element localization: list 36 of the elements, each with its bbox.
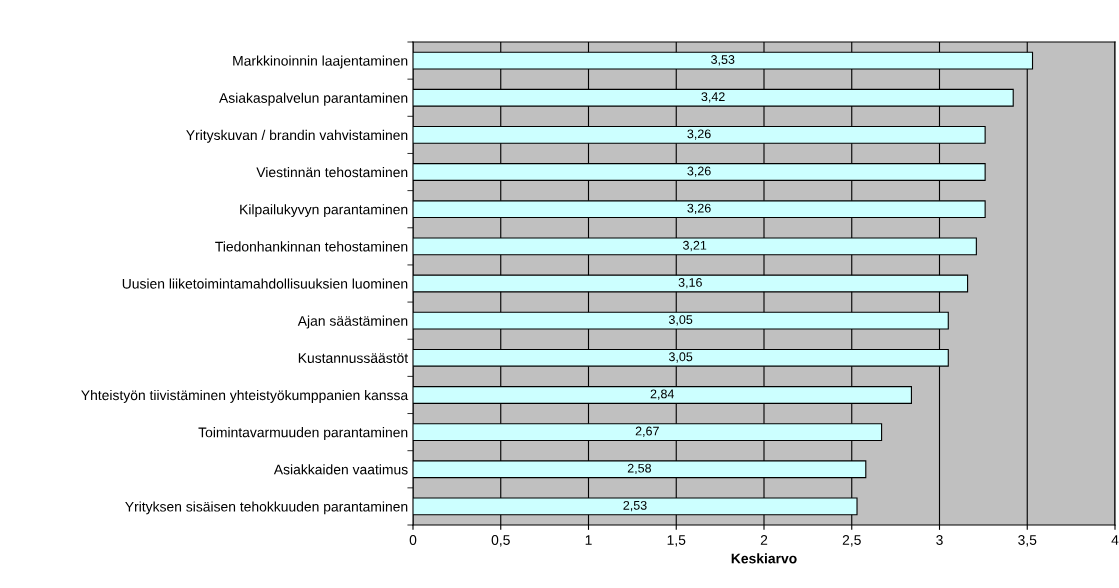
x-tick-label: 3 [936, 535, 943, 545]
data-label: 3,53 [711, 55, 735, 66]
y-tick-label: Yrityksen sisäisen tehokkuuden parantaminen [125, 501, 408, 515]
data-label: 3,26 [687, 129, 711, 140]
data-label: 2,58 [627, 463, 652, 475]
y-tick-label: Yhteistyön tiivistäminen yhteistyökumppanien kanssa [81, 389, 409, 403]
x-tick-label: 1 [585, 535, 592, 545]
data-label: 3,05 [668, 315, 693, 326]
data-label: 2,67 [635, 426, 659, 437]
x-tick-label: 1,5 [667, 535, 686, 547]
data-label: 2,84 [650, 389, 675, 400]
y-tick-label: Yrityskuvan / brandin vahvistaminen [186, 129, 408, 143]
data-label: 2,53 [623, 500, 647, 512]
y-tick-label: Toimintavarmuuden parantaminen [198, 427, 408, 441]
y-tick-label: Kustannussäästöt [298, 353, 409, 363]
data-label: 3,42 [701, 92, 725, 103]
y-tick-label: Asiakaspalvelun parantaminen [219, 92, 408, 106]
x-axis-title: Keskiarvo [731, 553, 797, 564]
x-tick-label: 3,5 [1018, 535, 1037, 547]
y-tick-label: Ajan säästäminen [297, 315, 408, 329]
x-tick-label: 0,5 [491, 535, 510, 547]
y-tick-label: Markkinoinnin laajentaminen [233, 55, 408, 69]
y-tick-label: Asiakkaiden vaatimus [273, 464, 408, 475]
x-tick-label: 0 [409, 535, 417, 545]
y-tick-label: Uusien liiketoimintamahdollisuuksien luominen [122, 278, 408, 289]
y-tick-label: Tiedonhankinnan tehostaminen [215, 241, 408, 252]
data-label: 3,05 [668, 352, 693, 363]
y-tick-label: Viestinnän tehostaminen [256, 167, 408, 178]
y-tick-label: Kilpailukyvyn parantaminen [240, 204, 408, 218]
x-tick-label: 4 [1111, 535, 1119, 545]
data-label: 3,26 [687, 166, 711, 177]
data-label: 3,26 [687, 203, 711, 215]
data-label: 3,21 [682, 240, 707, 252]
data-label: 3,16 [678, 278, 702, 289]
x-tick-label: 2 [760, 535, 768, 545]
x-tick-label: 2,5 [842, 535, 861, 547]
